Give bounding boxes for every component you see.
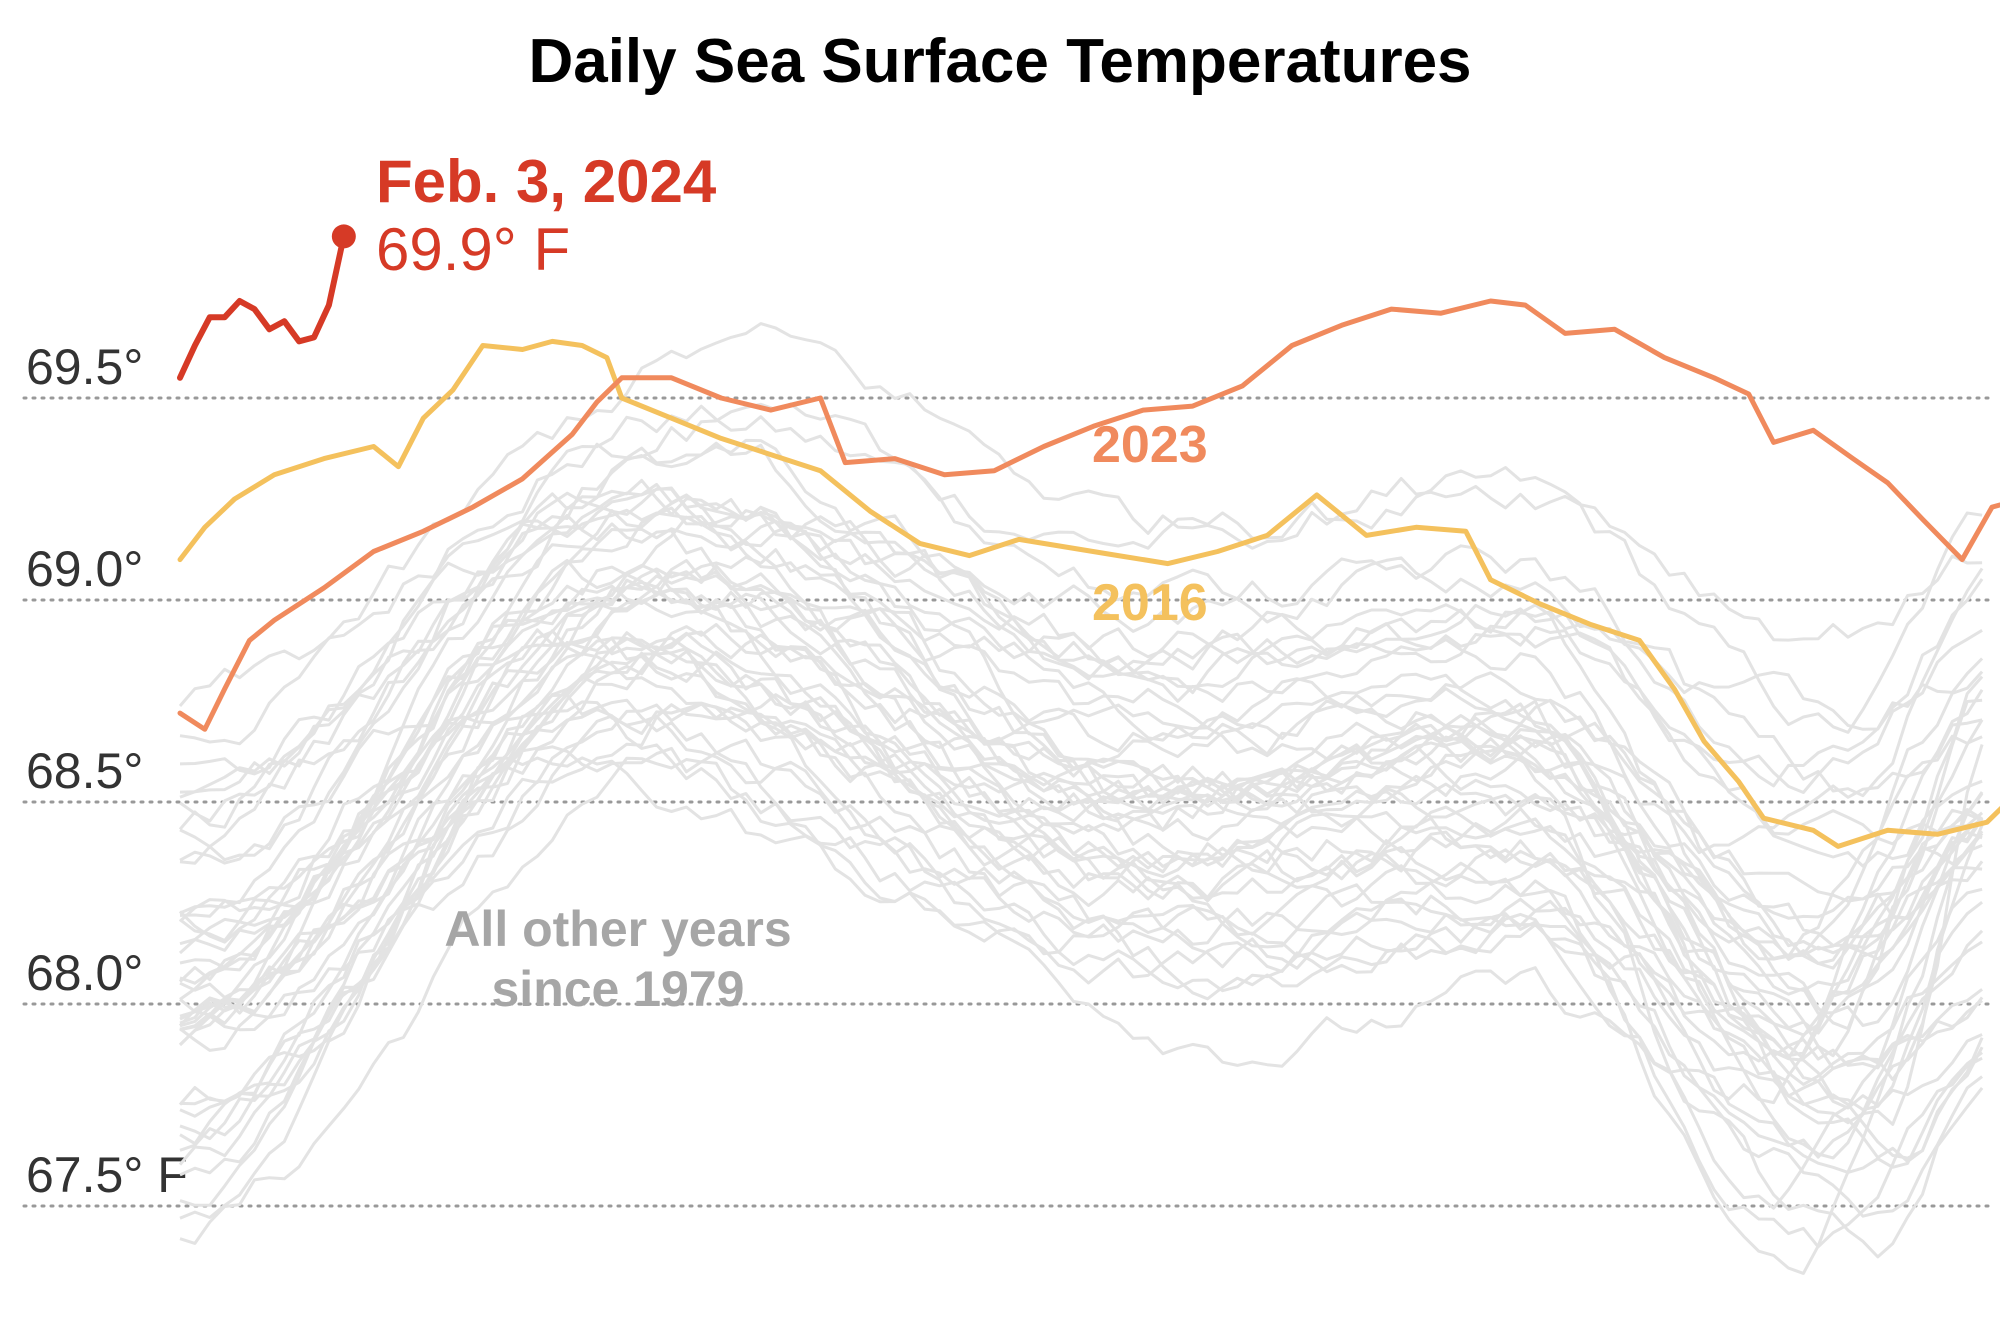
other-year-line <box>179 693 1983 1210</box>
other-year-line <box>179 404 1983 746</box>
other-year-line <box>178 322 1983 707</box>
other-year-line <box>178 564 1983 1060</box>
other-years-label-line1: All other years <box>444 901 791 957</box>
other-year-line <box>179 506 1983 1014</box>
other-year-line <box>179 478 1984 868</box>
series-label-2023: 2023 <box>1092 416 1208 474</box>
other-year-line <box>178 508 1984 955</box>
other-year-line <box>179 572 1983 942</box>
other-year-line <box>179 700 1984 1220</box>
other-year-line <box>179 702 1984 1126</box>
series-line-2023 <box>177 298 2000 732</box>
other-year-line <box>178 629 1983 1105</box>
annotation-value: 69.9° F <box>376 216 570 283</box>
y-tick-label: 69.5° <box>26 339 143 395</box>
y-axis-labels: 69.5° 69.0° 68.5° 68.0° 67.5° F <box>26 339 188 1203</box>
y-tick-label: 68.0° <box>26 945 143 1001</box>
other-year-line <box>178 441 1984 831</box>
other-year-line <box>179 565 1983 952</box>
other-year-line <box>179 438 1983 846</box>
other-years-lines <box>178 322 1984 1275</box>
other-year-line <box>179 738 1983 1249</box>
other-year-line <box>178 559 1984 1037</box>
other-year-line <box>179 651 1984 1164</box>
highlighted-series <box>177 224 2000 849</box>
y-tick-label: 69.0° <box>26 541 143 597</box>
chart-title: Daily Sea Surface Temperatures <box>528 27 1471 96</box>
other-year-line <box>178 652 1984 1160</box>
series-line-2016 <box>177 338 2000 849</box>
y-tick-label: 68.5° <box>26 743 143 799</box>
other-year-line <box>179 548 1983 949</box>
series-label-2016: 2016 <box>1092 574 1208 632</box>
other-year-line <box>179 505 1984 1058</box>
annotation-date: Feb. 3, 2024 <box>376 148 717 215</box>
other-years-label-line2: since 1979 <box>492 961 745 1017</box>
y-tick-label: 67.5° F <box>26 1147 188 1203</box>
other-year-line <box>179 708 1984 1159</box>
latest-point-marker <box>331 224 356 249</box>
other-year-line <box>179 623 1984 1082</box>
series-line-2024 <box>177 233 347 381</box>
other-year-line <box>179 487 1984 799</box>
other-year-line <box>179 519 1984 958</box>
